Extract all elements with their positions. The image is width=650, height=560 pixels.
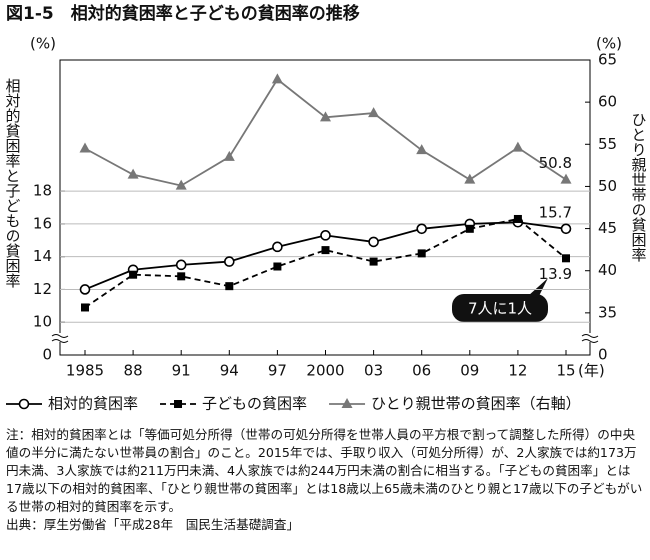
point [512,141,524,152]
x-tick-label: 03 [364,362,383,380]
y-tick-label: 18 [33,182,52,200]
y-label: 相対的貧困率と子どもの貧困率 [4,78,22,288]
x-tick-label: 15 [556,362,575,380]
x-tick-label: 12 [508,362,527,380]
y-tick-label: 12 [33,280,52,298]
point [320,111,331,122]
legend-label: ひとり親世帯の貧困率（右軸） [371,395,581,413]
point [79,284,91,295]
point [341,398,353,408]
source: 出典：厚生労働省「平成28年 国民生活基礎調査」 [6,517,300,532]
point [129,270,138,279]
point [271,73,283,84]
point [225,282,234,291]
y-tick-label: 10 [33,313,52,331]
x-tick-label: 09 [460,362,479,380]
x-tick-label: 94 [220,362,239,380]
point [417,249,426,258]
axis-break-right [581,333,599,343]
point [369,257,378,266]
y-tick-label: 16 [33,214,52,232]
x-tick-label: 1985 [66,362,104,380]
y2-tick-label: 35 [598,303,617,321]
point [321,246,330,255]
y2-tick-label: 55 [598,135,617,153]
point [223,150,235,161]
point [79,142,91,153]
point [368,107,380,118]
axis-break-left [51,333,69,343]
point [368,236,379,248]
y-tick-label: 14 [33,247,52,265]
data-label: 50.8 [539,154,572,172]
point [465,224,474,233]
y2-tick-label: 60 [598,93,617,111]
point [513,214,522,223]
point [320,230,331,241]
chart-title: 図1-5 相対的貧困率と子どもの貧困率の推移 [6,3,360,24]
point [177,272,186,281]
point [560,173,572,184]
y2-tick-label: 50 [598,177,617,195]
series-line [84,218,567,309]
point [174,400,183,408]
data-label: 15.7 [539,203,572,221]
point [175,179,187,190]
y2-tick-label: 40 [598,261,617,279]
y-unit: (%) [30,35,56,53]
y-tick-label: 0 [42,346,52,364]
data-label: 13.9 [539,265,572,283]
point [464,173,476,184]
x-tick-label: 91 [172,362,191,380]
point [272,241,283,253]
y2-label: ひとり親世帯の貧困率 [630,112,648,262]
point [416,144,428,155]
x-tick-label: 97 [268,362,287,380]
y2-unit: (%) [596,35,622,53]
x-tick-label: 2000 [306,362,344,380]
series-line [84,78,567,187]
note: 注：相対的貧困率とは「等価可処分所得（世帯の可処分所得を世帯人員の平方根で割って… [6,427,643,514]
x-tick-label: 88 [124,362,143,380]
x-tick-label: 06 [412,362,431,380]
callout-pointer [528,278,548,298]
point [175,259,187,271]
point [81,303,89,312]
chart: 図1-5 相対的貧困率と子どもの貧困率の推移 (%) (%) 相対的貧困率と子ど… [4,3,648,413]
point [562,254,570,263]
y2-tick-label: 65 [598,51,617,69]
notes: 注：相対的貧困率とは「等価可処分所得（世帯の可処分所得を世帯人員の平方根で割って… [6,426,646,534]
y2-tick-label: 45 [598,219,617,237]
point [127,168,139,179]
point [560,223,572,235]
point [18,398,30,410]
y2-tick-label: 0 [598,346,608,364]
callout-text: 7人に1人 [468,300,532,318]
legend-label: 相対的貧困率 [48,395,138,413]
point [416,223,428,235]
x-unit: (年) [578,362,605,380]
point [273,262,282,271]
point [224,256,235,267]
legend-label: 子どもの貧困率 [202,395,307,413]
callout-box [452,294,548,322]
